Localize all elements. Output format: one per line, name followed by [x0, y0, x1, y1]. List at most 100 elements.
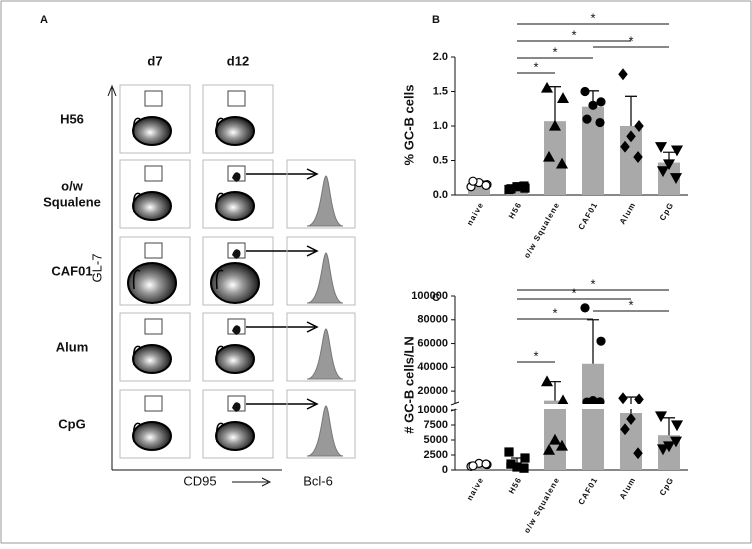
y-tick-label: 60000 — [417, 337, 448, 349]
row-label: Alum — [56, 339, 89, 354]
histogram — [306, 405, 344, 457]
y-tick-label: 7500 — [424, 419, 448, 431]
x-axis-label: CD95 — [183, 473, 216, 488]
hist-frame — [286, 312, 356, 382]
significance-label: * — [533, 348, 538, 363]
data-point — [468, 176, 478, 186]
data-point — [654, 411, 668, 423]
data-point — [618, 68, 628, 81]
bar — [582, 106, 604, 195]
y-tick-label: 80000 — [417, 314, 448, 326]
contour-tail — [215, 422, 224, 443]
data-point — [520, 453, 530, 463]
data-point — [634, 120, 644, 132]
y-tick-label: 20000 — [417, 385, 448, 397]
contour-tail — [215, 269, 224, 290]
hist-axis-label: Bcl-6 — [303, 473, 333, 488]
data-point — [556, 394, 570, 406]
y-axis-label: GL-7 — [89, 254, 104, 283]
x-tick-label: CpG — [658, 201, 676, 223]
panel-label: B — [432, 14, 440, 26]
x-tick-label: o/w Squalene — [522, 201, 561, 260]
contour-tail — [132, 269, 141, 290]
gated-cells — [232, 249, 241, 259]
data-point — [540, 81, 554, 93]
data-point — [670, 145, 684, 157]
error-bar — [625, 95, 637, 126]
plot-frame — [202, 236, 274, 306]
significance-label: * — [571, 285, 576, 300]
contour-tail — [215, 345, 224, 366]
data-point — [633, 447, 643, 460]
arrow-head — [306, 321, 319, 333]
data-point — [548, 433, 562, 445]
x-tick-label: CAF01 — [577, 476, 600, 507]
data-point — [519, 181, 529, 191]
y-tick-label: 2500 — [424, 449, 448, 461]
x-tick-label: CAF01 — [577, 201, 600, 232]
y-axis-title: % GC-B cells — [401, 85, 416, 166]
x-tick-label: H56 — [507, 201, 524, 221]
contour — [215, 421, 255, 451]
data-point — [595, 117, 605, 128]
bar — [506, 188, 528, 195]
plot-frame — [202, 84, 274, 154]
contour — [132, 344, 172, 374]
plot-frame — [202, 159, 274, 229]
x-tick-label: CpG — [658, 476, 676, 498]
data-point — [596, 97, 606, 107]
data-point — [620, 423, 630, 436]
significance-label: * — [628, 33, 633, 48]
data-point — [588, 100, 598, 110]
column-label: d12 — [227, 53, 249, 68]
data-point — [654, 142, 668, 153]
error-bar — [663, 417, 675, 436]
significance-label: * — [552, 44, 557, 59]
data-point — [540, 375, 554, 387]
contour — [132, 116, 172, 146]
break-gap — [456, 404, 690, 409]
data-point — [618, 392, 628, 405]
contour — [210, 262, 260, 304]
hist-frame — [286, 159, 356, 229]
row-label: CpG — [58, 416, 85, 431]
contour-tail — [132, 192, 141, 213]
bar — [582, 363, 604, 470]
gate — [144, 318, 163, 335]
plot-frame — [119, 84, 191, 154]
data-point — [633, 151, 643, 164]
data-point — [580, 86, 590, 97]
significance-label: * — [628, 297, 633, 312]
y-tick-label: 40000 — [417, 361, 448, 373]
histogram — [306, 328, 344, 380]
contour — [215, 344, 255, 374]
arrow-head — [107, 84, 117, 97]
y-tick-label: 5000 — [424, 434, 448, 446]
plot-frame — [202, 312, 274, 382]
data-point — [626, 130, 636, 143]
significance-label: * — [590, 10, 595, 25]
contour-tail — [215, 192, 224, 213]
contour — [132, 191, 172, 221]
y-tick-label: 2.0 — [433, 51, 448, 63]
arrow-head — [306, 398, 319, 410]
significance-label: * — [590, 276, 595, 291]
error-bar — [549, 86, 561, 122]
plot-frame — [119, 389, 191, 459]
arrow-head — [306, 245, 319, 257]
x-tick-label: Alum — [618, 201, 638, 226]
y-tick-label: 1.5 — [433, 85, 448, 97]
x-tick-label: naive — [465, 201, 486, 228]
panel-label: A — [40, 14, 48, 26]
panel-label: C — [432, 292, 440, 304]
row-label: H56 — [60, 111, 84, 126]
gate — [144, 242, 163, 259]
data-point — [548, 119, 562, 131]
hist-frame — [286, 236, 356, 306]
gate — [227, 90, 246, 107]
data-point — [555, 439, 569, 451]
data-point — [670, 420, 684, 432]
error-bar — [587, 319, 599, 364]
